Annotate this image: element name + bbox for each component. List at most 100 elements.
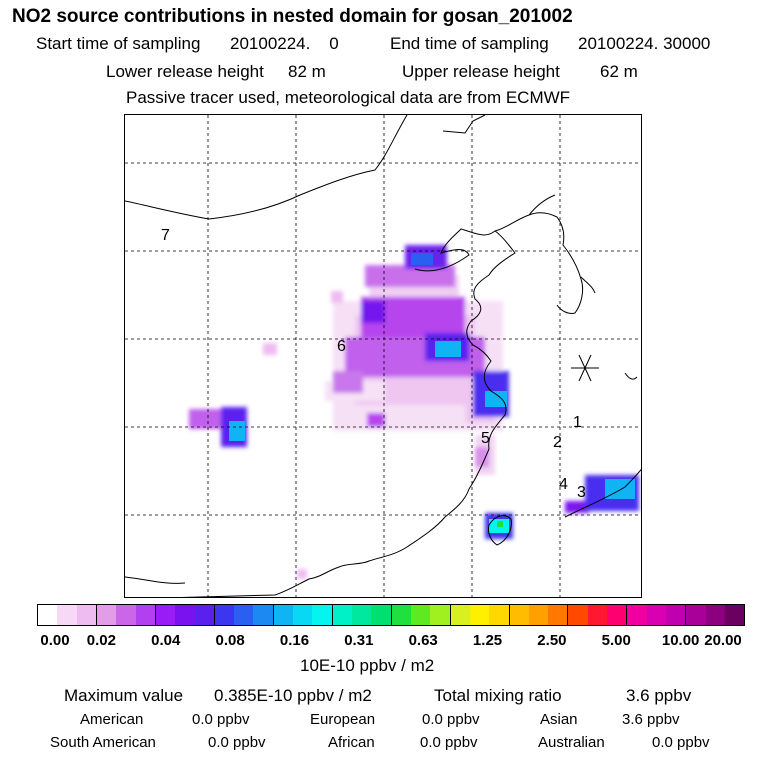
colorbar-segment: [646, 605, 666, 625]
plume-medium: [333, 371, 363, 393]
colorbar-segment: [352, 605, 372, 625]
region-label-7: 7: [161, 227, 170, 244]
hotspot: [435, 341, 461, 357]
plume-strong: [565, 501, 589, 513]
colorbar-unit: 10E-10 ppbv / m2: [300, 656, 435, 675]
hotspot-peak: [497, 521, 503, 527]
colorbar-segment: [95, 605, 117, 625]
region-name: African: [328, 734, 375, 751]
region-label-4: 4: [559, 476, 568, 493]
hotspot: [411, 253, 433, 265]
plume-faint: [263, 343, 277, 355]
tracer-note: Passive tracer used, meteorological data…: [126, 88, 571, 107]
max-value-label: Maximum value: [64, 686, 184, 705]
map-panel: 7 6 5 1 2 4 3: [124, 114, 642, 598]
colorbar-segment: [548, 605, 568, 625]
colorbar-segment: [331, 605, 352, 625]
start-time-value: 20100224. 0: [230, 34, 339, 53]
colorbar: [37, 604, 745, 626]
colorbar-segment: [38, 605, 58, 625]
colorbar-segment: [213, 605, 235, 625]
colorbar-segment: [312, 605, 332, 625]
end-time-label: End time of sampling: [390, 34, 549, 53]
colorbar-tick-label: 0.02: [86, 632, 116, 649]
region-label-3: 3: [577, 484, 586, 501]
colorbar-segment: [469, 605, 490, 625]
plume-layer: [189, 245, 639, 579]
colorbar-segment: [410, 605, 431, 625]
china-coast: [181, 228, 516, 597]
colorbar-segment: [135, 605, 155, 625]
colorbar-segment: [626, 605, 647, 625]
total-mixing-label: Total mixing ratio: [434, 686, 562, 705]
region-label-1: 1: [573, 414, 582, 431]
colorbar-tick-label: 0.04: [151, 632, 181, 649]
plume-medium: [367, 413, 385, 427]
colorbar-segment: [194, 605, 214, 625]
border-line: [528, 194, 556, 216]
colorbar-segment: [607, 605, 627, 625]
colorbar-segment: [724, 605, 745, 625]
region-value: 0.0 ppbv: [208, 734, 266, 751]
plot-title: NO2 source contributions in nested domai…: [12, 6, 573, 27]
region-label-2: 2: [553, 434, 562, 451]
colorbar-segment: [705, 605, 725, 625]
colorbar-segment: [449, 605, 470, 625]
colorbar-segment: [508, 605, 529, 625]
region-value: 3.6 ppbv: [622, 711, 680, 728]
region-name: European: [310, 711, 376, 728]
japan-coast: [624, 372, 638, 380]
region-labels: 7 6 5 1 2 4 3: [161, 227, 586, 501]
region-label-6: 6: [337, 338, 346, 355]
colorbar-tick-label: 0.00: [40, 632, 70, 649]
colorbar-tick-label: 0.08: [215, 632, 245, 649]
colorbar-segment: [587, 605, 608, 625]
lower-release-label: Lower release height: [106, 62, 264, 81]
region-value: 0.0 ppbv: [420, 734, 478, 751]
border-line: [125, 115, 408, 220]
colorbar-tick-label: 0.63: [408, 632, 438, 649]
border-line: [580, 276, 596, 294]
gosan-station-marker: [571, 354, 599, 382]
region-value: 0.0 ppbv: [192, 711, 250, 728]
japan-coast: [564, 468, 641, 518]
colorbar-tick-label: 20.00: [704, 632, 742, 649]
coastlines: [125, 115, 641, 597]
region-name: American: [80, 711, 144, 728]
colorbar-segment: [293, 605, 313, 625]
korea-coast: [494, 212, 584, 314]
plume-faint: [331, 291, 343, 303]
hotspot: [485, 391, 507, 407]
plume-faint: [297, 569, 307, 579]
hotspot: [229, 421, 245, 441]
colorbar-tick-label: 0.16: [279, 632, 310, 649]
colorbar-tick-label: 5.00: [601, 632, 631, 649]
colorbar-segment: [489, 605, 509, 625]
lower-release-value: 82 m: [288, 62, 326, 81]
colorbar-tick-label: 2.50: [537, 632, 567, 649]
region-name: Asian: [540, 711, 578, 728]
colorbar-segment: [528, 605, 549, 625]
region-name: Australian: [538, 734, 605, 751]
colorbar-segment: [666, 605, 686, 625]
taiwan-coast: [488, 515, 512, 546]
colorbar-tick-label: 0.31: [344, 632, 374, 649]
colorbar-segment: [57, 605, 77, 625]
graticule: [125, 115, 641, 597]
end-time-value: 20100224. 30000: [578, 34, 711, 53]
colorbar-segment: [154, 605, 176, 625]
region-value: 0.0 ppbv: [652, 734, 710, 751]
upper-release-label: Upper release height: [402, 62, 560, 81]
plume-faint: [475, 447, 489, 467]
colorbar-segment: [685, 605, 706, 625]
region-name: South American: [50, 734, 156, 751]
colorbar-segment: [430, 605, 450, 625]
colorbar-segment: [253, 605, 273, 625]
colorbar-segment: [272, 605, 294, 625]
start-time-label: Start time of sampling: [36, 34, 201, 53]
colorbar-tick-label: 1.25: [472, 632, 503, 649]
border-line: [125, 576, 186, 584]
max-value: 0.385E-10 ppbv / m2: [214, 686, 372, 705]
region-value: 0.0 ppbv: [422, 711, 480, 728]
region-label-5: 5: [481, 430, 490, 447]
